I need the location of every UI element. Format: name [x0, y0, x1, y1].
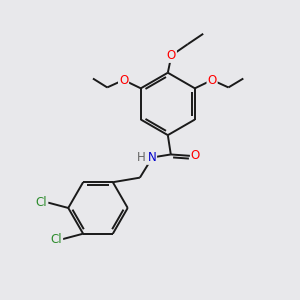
Text: Cl: Cl — [36, 196, 47, 209]
Text: O: O — [167, 49, 176, 62]
Text: O: O — [191, 149, 200, 162]
Text: O: O — [208, 74, 217, 86]
Text: O: O — [119, 74, 128, 86]
Text: N: N — [147, 151, 156, 164]
Text: H: H — [137, 151, 146, 164]
Text: Cl: Cl — [51, 232, 62, 245]
